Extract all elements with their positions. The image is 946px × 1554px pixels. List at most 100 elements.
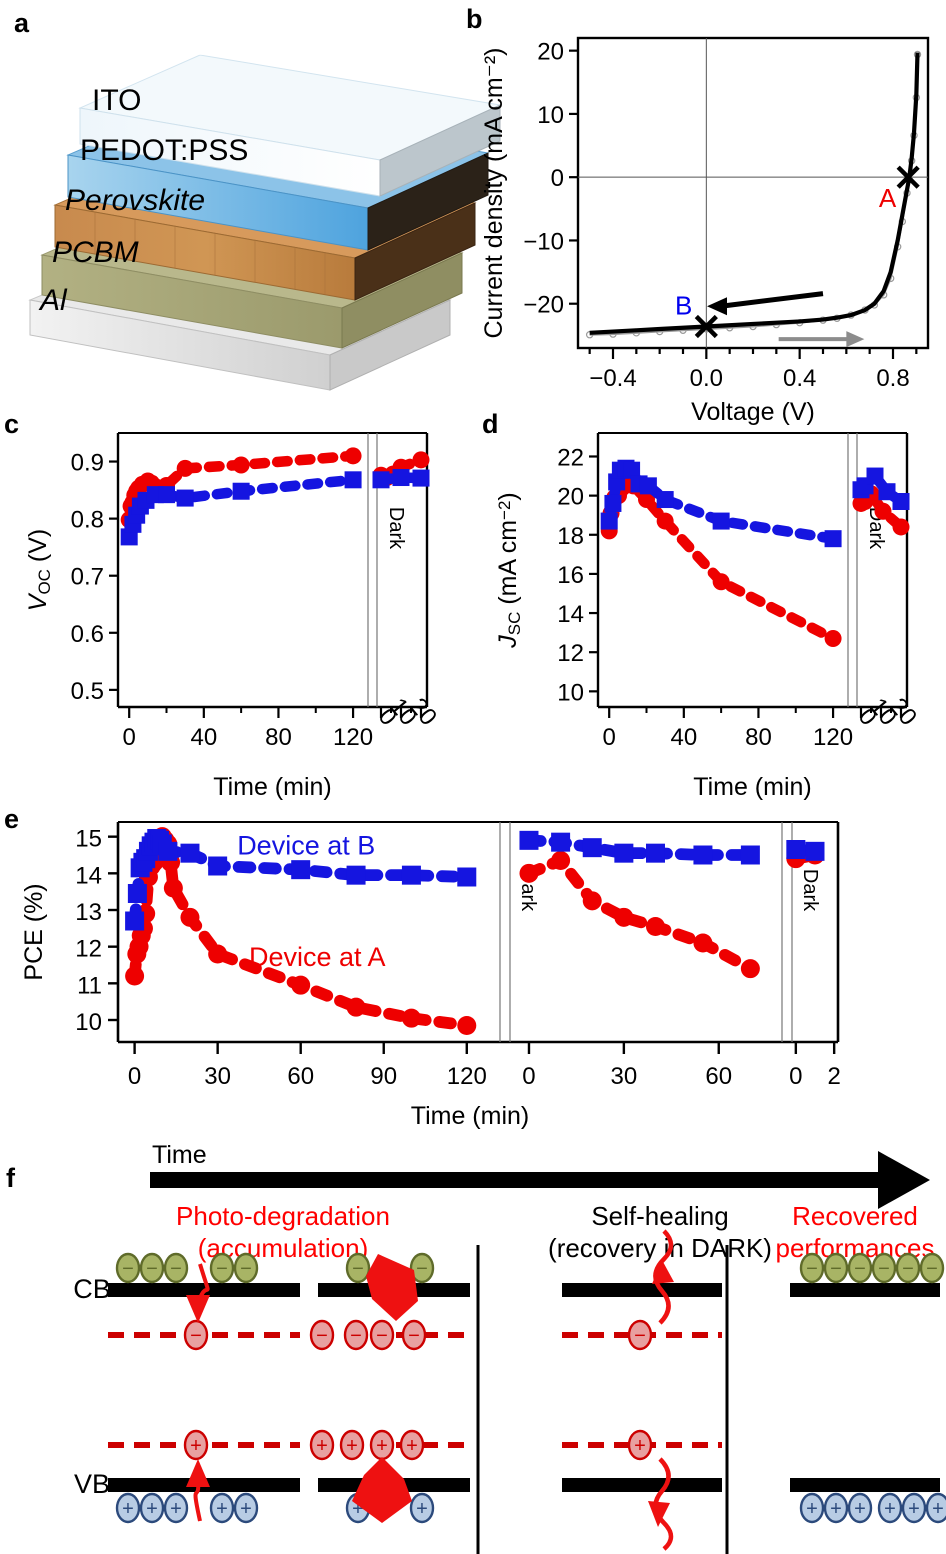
cb-electron-4-5-sign: − bbox=[902, 1258, 914, 1280]
jv-curve-chart: −20 −10 0 10 20 −0.4 0.0 0.4 0.8 Voltage (V) Curre… bbox=[480, 36, 930, 426]
x-tick-label: 0 bbox=[789, 1063, 802, 1090]
cb-electron-1-1-body bbox=[115, 1252, 141, 1284]
layer-label-al: Al bbox=[38, 284, 68, 317]
device-b-marker bbox=[125, 911, 145, 931]
panel-e-label: e bbox=[4, 804, 20, 834]
device-a-marker bbox=[401, 1008, 421, 1028]
trapped-hole-3-1-sign: + bbox=[634, 1435, 646, 1457]
trapped-electron-3-1-sign: − bbox=[634, 1325, 646, 1347]
y-axis-label: PCE (%) bbox=[20, 883, 48, 980]
panel-d-label: d bbox=[482, 409, 499, 439]
vb-hole-1-2-body bbox=[139, 1492, 165, 1524]
vb-hole-1-3-sign: + bbox=[170, 1498, 182, 1520]
device-b-marker bbox=[740, 845, 760, 865]
black-arrow-head bbox=[707, 297, 727, 316]
trapped-hole-1-1-body bbox=[183, 1429, 209, 1461]
x-axis-label: Voltage (V) bbox=[691, 398, 815, 426]
x-tick-label: 120 bbox=[447, 1063, 487, 1090]
cb-electron-4-5: − bbox=[895, 1252, 921, 1284]
y-tick-label: 22 bbox=[557, 444, 584, 471]
y-tick-label: 20 bbox=[537, 39, 564, 66]
vb-hole-1-5: + bbox=[233, 1492, 259, 1524]
device-b-marker bbox=[372, 471, 390, 489]
device-a-marker bbox=[519, 863, 539, 883]
time-arrow-head bbox=[878, 1151, 930, 1209]
y-tick-label: 0 bbox=[551, 165, 564, 192]
layer-label-perovskite: Perovskite bbox=[65, 184, 205, 217]
cb-electron-2-2-body bbox=[409, 1252, 435, 1284]
cb-electron-4-6-sign: − bbox=[926, 1258, 938, 1280]
cb-label: CB bbox=[73, 1274, 111, 1304]
y-axis-label-unit: (mA cm bbox=[494, 520, 522, 612]
vb-hole-1-1-sign: + bbox=[122, 1498, 134, 1520]
x-tick-label: 0.0 bbox=[690, 365, 723, 392]
x-tick-label: 0 bbox=[603, 724, 616, 751]
marker-label-b: B bbox=[675, 290, 692, 320]
layer-label-ito: ITO bbox=[92, 84, 141, 117]
device-a-marker bbox=[412, 451, 430, 469]
device-a-marker bbox=[874, 502, 892, 520]
trapped-hole-2-4: + bbox=[399, 1429, 425, 1461]
vb-hole-1-5-body bbox=[233, 1492, 259, 1524]
trapped-hole-1-1: + bbox=[183, 1429, 209, 1461]
cb-electron-4-1: − bbox=[799, 1252, 825, 1284]
vb-hole-4-2-body bbox=[823, 1492, 849, 1524]
y-axis-label: Current density (mA cm⁻²) bbox=[480, 47, 508, 338]
cb-electron-4-2-sign: − bbox=[830, 1258, 842, 1280]
device-a-marker bbox=[693, 933, 713, 953]
trapped-electron-2-2-sign: − bbox=[350, 1325, 362, 1347]
device-a-marker bbox=[712, 573, 730, 591]
y-axis-label-symbol: J bbox=[494, 635, 522, 649]
device-b-marker bbox=[346, 865, 366, 885]
cb-electron-1-2-sign: − bbox=[146, 1258, 158, 1280]
trapped-hole-2-4-sign: + bbox=[406, 1435, 418, 1457]
trapped-electron-2-4-sign: − bbox=[408, 1325, 420, 1347]
panel-f: f Time Photo-degradation (accumulation) Sel… bbox=[0, 1135, 946, 1554]
legend-device-a: Device at A bbox=[249, 942, 386, 972]
vb-hole-4-5: + bbox=[901, 1492, 927, 1524]
electron-capture-arrow-thick bbox=[366, 1254, 418, 1321]
vb-hole-1-3-body bbox=[163, 1492, 189, 1524]
trapped-electron-2-3-body bbox=[369, 1319, 395, 1351]
layer-label-pcbm: PCBM bbox=[52, 236, 139, 269]
y-tick-label: 12 bbox=[557, 640, 584, 667]
trapped-electron-2-1-sign: − bbox=[316, 1325, 328, 1347]
device-a-marker bbox=[291, 975, 311, 995]
y-tick-label: 15 bbox=[75, 826, 102, 853]
cb-electron-4-3-body bbox=[847, 1252, 873, 1284]
vb-hole-4-2-sign: + bbox=[830, 1498, 842, 1520]
cb-electron-4-1-body bbox=[799, 1252, 825, 1284]
vb-hole-4-1-body bbox=[799, 1492, 825, 1524]
trapped-electron-2-2-body bbox=[343, 1319, 369, 1351]
panel-d: d 10 12 14 16 18 20 22 0 40 80 120 0 10 20 Time (min) J… bbox=[470, 405, 946, 801]
device-a-marker bbox=[638, 491, 656, 509]
device-a-marker bbox=[176, 459, 194, 477]
cb-electron-2-1-body bbox=[345, 1252, 371, 1284]
trapped-hole-2-1-body bbox=[309, 1429, 335, 1461]
device-b-marker bbox=[158, 486, 176, 504]
y-tick-label: −10 bbox=[523, 228, 564, 255]
device-a-marker bbox=[551, 851, 571, 870]
x-tick-label: 80 bbox=[265, 724, 292, 751]
cb-electron-1-3-sign: − bbox=[170, 1258, 182, 1280]
panel-b: b −20 −10 0 10 20 −0.4 0.0 0.4 0.8 Voltage (V) Cur… bbox=[466, 0, 946, 426]
device-a-marker bbox=[582, 891, 602, 911]
device-b-marker bbox=[712, 512, 730, 530]
device-a-marker bbox=[740, 959, 760, 979]
device-a-marker bbox=[645, 917, 665, 936]
hole-capture-arrowhead-thin bbox=[186, 1459, 210, 1487]
x-tick-label: 80 bbox=[745, 724, 772, 751]
trapped-hole-2-3-sign: + bbox=[376, 1435, 388, 1457]
vb-hole-4-5-sign: + bbox=[908, 1498, 920, 1520]
x-tick-label: 0 bbox=[123, 724, 136, 751]
device-a-marker bbox=[656, 512, 674, 530]
y-tick-label: 0.9 bbox=[71, 450, 104, 477]
vb-hole-1-4-body bbox=[209, 1492, 235, 1524]
cb-electron-1-1-sign: − bbox=[122, 1258, 134, 1280]
vb-hole-4-3-body bbox=[847, 1492, 873, 1524]
trapped-electron-2-4-body bbox=[401, 1319, 427, 1351]
device-a-marker bbox=[163, 878, 183, 898]
electron-release-wave bbox=[653, 1229, 674, 1325]
y-tick-label: 10 bbox=[75, 1009, 102, 1036]
